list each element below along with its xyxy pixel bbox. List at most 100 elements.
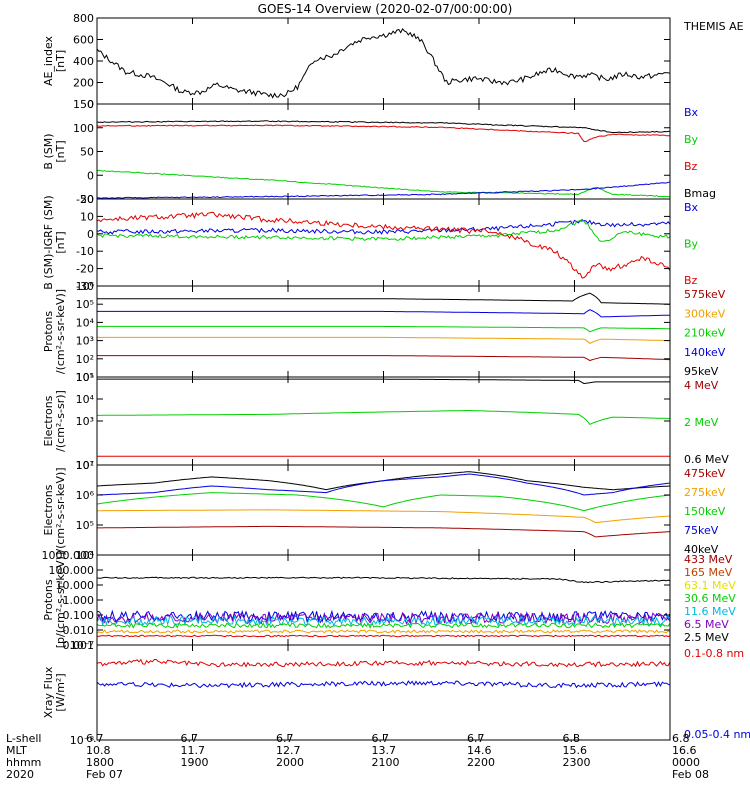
panel-bsm: -50 0 50 100 150 B (SM) [nT] Bx By Bz Bmag xyxy=(42,98,716,206)
y-tick-label: 0.010 xyxy=(63,624,95,637)
y-tick-label: 10⁻⁷ xyxy=(70,639,94,652)
legend-label-bsm-1: By xyxy=(684,133,699,146)
y-tick-label: 10¹ xyxy=(76,371,94,384)
series-line-electrons2-3 xyxy=(97,509,671,524)
footer-tick-label: 2200 xyxy=(467,756,495,769)
footer-row-label: 2020 xyxy=(6,768,34,781)
panel-electrons2: 10⁴ 10⁵ 10⁶ 10⁷ Electrons/(cm²-s-sr-keV)] 475… xyxy=(42,459,726,562)
footer-tick-label: 15.6 xyxy=(563,744,588,757)
y-tick-label: 1000.000 xyxy=(42,549,95,562)
panel-frame xyxy=(96,285,671,378)
y-tick-label: 100 xyxy=(73,122,94,135)
footer-tick-label: 6.8 xyxy=(563,732,581,745)
y-axis-label: Electrons xyxy=(42,484,55,535)
y-tick-label: 100.000 xyxy=(49,564,95,577)
footer-tick-label: Feb 07 xyxy=(86,768,123,781)
y-tick-label: -30 xyxy=(76,280,94,293)
footer-row-label: L-shell xyxy=(6,732,42,745)
y-tick-label: 10⁻⁸ xyxy=(70,734,95,747)
y-axis-label: [nT] xyxy=(54,140,67,162)
footer-tick-label: 6.7 xyxy=(86,732,104,745)
footer-tick-label: 6.7 xyxy=(181,732,199,745)
panel-protons: 10¹ 10² 10³ 10⁴ 10⁵ 10⁶ Protons/(cm²-s-sr-keV)… xyxy=(42,280,726,384)
y-axis-label: AE_index xyxy=(42,35,55,86)
legend-label-protons2-5: 6.5 MeV xyxy=(684,618,729,631)
footer-tick-label: 1800 xyxy=(86,756,114,769)
y-tick-label: 0.001 xyxy=(63,639,95,652)
legend-label-electrons2-2: 150keV xyxy=(684,505,726,518)
series-line-ae-0 xyxy=(96,28,671,99)
series-line-bigrf-0 xyxy=(96,219,671,235)
y-tick-label: 0 xyxy=(87,228,94,241)
footer-tick-label: 6.7 xyxy=(467,732,485,745)
y-tick-label: 0.100 xyxy=(63,609,95,622)
series-line-protons-2 xyxy=(97,325,670,333)
legend-label-protons2-0: 433 MeV xyxy=(684,553,733,566)
series-line-xray-1 xyxy=(96,680,671,689)
y-tick-label: 10⁵ xyxy=(76,298,94,311)
series-line-protons-4 xyxy=(97,355,670,362)
y-axis-label: Xray Flux xyxy=(42,666,55,718)
footer-tick-label: 0000 xyxy=(672,756,700,769)
series-line-bsm-1 xyxy=(96,124,671,142)
y-axis-label: B (SM)-IGRF (SM) xyxy=(42,195,55,289)
legend-label-bigrf-2: Bz xyxy=(684,274,698,287)
legend-label-protons-4: 95keV xyxy=(684,365,719,378)
footer-row-label: hhmm xyxy=(6,756,41,769)
y-axis-label: [p/(cm²-s-sr-keV)] xyxy=(54,552,67,649)
legend-label-bigrf-0: Bx xyxy=(684,201,699,214)
series-line-electrons2-4 xyxy=(97,525,671,538)
footer-tick-label: 2300 xyxy=(563,756,591,769)
legend-label-electrons1-2: 0.6 MeV xyxy=(684,453,729,466)
y-axis-label: /(cm²-s-sr-keV)] xyxy=(54,467,67,552)
y-axis-label: B (SM) xyxy=(42,133,55,169)
y-tick-label: 20 xyxy=(80,193,94,206)
footer-tick-label: 6.8 xyxy=(672,732,690,745)
y-axis-label: /(cm²-s-sr-keV)] xyxy=(54,289,67,374)
series-line-xray-0 xyxy=(96,658,671,668)
panel-frame xyxy=(96,644,671,741)
legend-label-bsm-0: Bx xyxy=(684,106,699,119)
y-tick-label: 10⁶ xyxy=(76,489,95,502)
footer-row-label: MLT xyxy=(6,744,27,757)
y-axis-label: Protons xyxy=(42,579,55,620)
legend-label-bigrf-1: By xyxy=(684,238,699,251)
footer-tick-label: 6.7 xyxy=(372,732,390,745)
panel-protons2: 0.001 0.010 0.100 1.000 10.000 100.000 1000.00… xyxy=(42,549,737,652)
y-tick-label: 150 xyxy=(73,98,94,111)
series-line-protons2-3 xyxy=(96,614,671,627)
legend-label-protons-1: 300keV xyxy=(684,307,726,320)
legend-label-xray-1: 0.05-0.4 nm xyxy=(684,728,750,741)
y-tick-label: 10² xyxy=(76,353,94,366)
y-tick-label: 10 xyxy=(80,210,94,223)
y-tick-label: 800 xyxy=(73,12,94,25)
footer-tick-label: 13.7 xyxy=(372,744,397,757)
y-tick-label: 10⁵ xyxy=(76,371,94,384)
legend-label-protons-3: 140keV xyxy=(684,346,726,359)
y-tick-label: 1.000 xyxy=(63,594,95,607)
y-tick-label: 400 xyxy=(73,55,94,68)
series-line-protons-0 xyxy=(97,292,670,305)
plot-title: GOES-14 Overview (2020-02-07/00:00:00) xyxy=(258,2,513,16)
y-tick-label: 10¹ xyxy=(76,459,94,472)
y-tick-label: 200 xyxy=(73,77,94,90)
y-tick-label: -10 xyxy=(76,245,94,258)
series-line-protons-3 xyxy=(97,336,670,344)
y-axis-label: Protons xyxy=(42,311,55,352)
y-tick-label: 50 xyxy=(80,146,94,159)
series-line-electrons1-1 xyxy=(97,410,671,426)
panel-xray: 10⁻⁸ 10⁻⁷ Xray Flux [W/m²] 0.1-0.8 nm 0.05-0.… xyxy=(42,639,750,747)
legend-label-protons-2: 210keV xyxy=(684,327,726,340)
y-tick-label: 10⁵ xyxy=(76,519,94,532)
y-tick-label: 0 xyxy=(87,169,94,182)
series-line-bigrf-2 xyxy=(96,211,671,279)
footer-tick-label: 2100 xyxy=(372,756,400,769)
panel-frame xyxy=(96,17,671,105)
y-tick-label: 10⁴ xyxy=(76,549,95,562)
y-axis-label: Electrons xyxy=(42,395,55,446)
y-tick-label: -50 xyxy=(76,193,94,206)
y-tick-label: 10³ xyxy=(76,335,94,348)
legend-label-electrons1-1: 2 MeV xyxy=(684,416,719,429)
legend-label-protons2-3: 30.6 MeV xyxy=(684,592,736,605)
